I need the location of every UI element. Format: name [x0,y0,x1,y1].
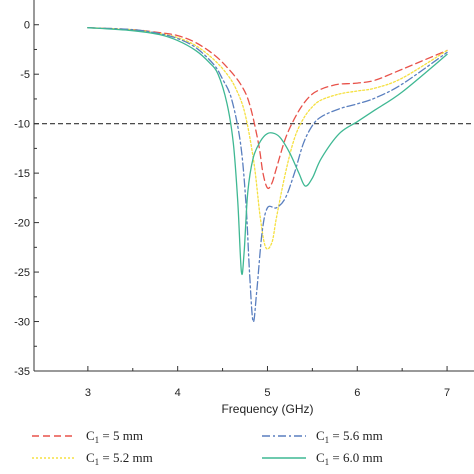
y-tick-label: -25 [14,267,30,279]
y-tick-label: -20 [14,218,30,230]
y-tick-label: -10 [14,119,30,131]
x-tick-label: 5 [264,387,270,399]
x-tick-label: 6 [354,387,360,399]
x-tick-label: 4 [175,387,181,399]
series-line-3 [87,27,448,323]
y-tick-label: -15 [14,168,30,180]
y-tick-label: -30 [14,317,30,329]
legend-label-3: C1 = 5.6 mm [316,428,383,445]
legend-label-2: C1 = 5.2 mm [86,450,153,467]
x-tick-label: 7 [444,387,450,399]
y-tick-label: -35 [14,366,30,378]
legend-label-4: C1 = 6.0 mm [316,450,383,467]
series-line-1 [87,27,448,190]
legend-label-1: C1 = 5 mm [86,428,143,445]
series-line-2 [87,27,448,250]
axes: 0 -5 -10 -15 -20 -25 -30 -35 3 4 5 6 7 Frequency (GHz… [14,0,474,416]
series-layer [87,27,448,323]
series-line-4 [87,27,448,275]
x-axis-title: Frequency (GHz) [221,402,313,416]
legend: C1 = 5 mm C1 = 5.2 mm C1 = 5.6 mm C1 = 6.0 … [32,428,383,467]
y-tick-label: -5 [20,69,30,81]
x-tick-label: 3 [85,387,91,399]
y-tick-label: 0 [24,20,30,32]
